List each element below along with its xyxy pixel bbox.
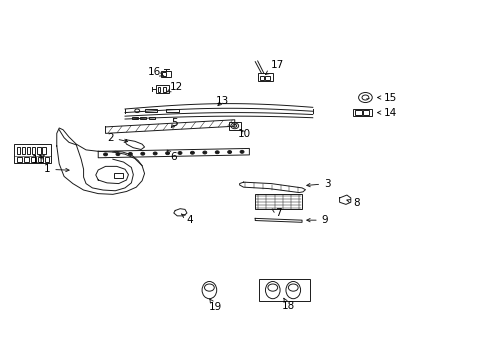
Text: 3: 3 bbox=[306, 179, 330, 189]
Text: 6: 6 bbox=[167, 150, 177, 162]
Bar bbox=[166, 109, 178, 112]
Circle shape bbox=[178, 152, 182, 154]
Bar bbox=[149, 117, 155, 119]
Bar bbox=[255, 194, 301, 210]
Circle shape bbox=[215, 151, 219, 154]
Bar bbox=[42, 147, 45, 154]
Bar bbox=[38, 157, 42, 162]
Circle shape bbox=[153, 152, 157, 155]
Circle shape bbox=[165, 152, 169, 155]
Bar bbox=[354, 110, 361, 115]
Text: 13: 13 bbox=[216, 96, 229, 106]
Bar bbox=[160, 71, 171, 77]
Text: 7: 7 bbox=[271, 208, 282, 218]
Text: 10: 10 bbox=[238, 129, 250, 139]
Text: 4: 4 bbox=[181, 214, 193, 225]
Circle shape bbox=[103, 153, 107, 156]
Circle shape bbox=[116, 153, 120, 156]
Bar bbox=[17, 147, 20, 154]
Text: 16: 16 bbox=[147, 67, 163, 77]
Bar bbox=[44, 157, 49, 162]
Bar bbox=[14, 144, 51, 163]
Bar bbox=[161, 72, 165, 76]
Text: 2: 2 bbox=[107, 133, 127, 143]
Circle shape bbox=[141, 152, 144, 155]
Bar bbox=[362, 110, 368, 115]
Text: 1: 1 bbox=[43, 164, 69, 174]
Bar bbox=[352, 109, 371, 116]
Circle shape bbox=[190, 151, 194, 154]
Text: 12: 12 bbox=[166, 82, 183, 93]
Bar bbox=[132, 117, 138, 119]
Circle shape bbox=[227, 150, 231, 153]
Bar bbox=[259, 76, 264, 80]
Bar bbox=[163, 87, 165, 92]
Circle shape bbox=[203, 151, 206, 154]
Bar bbox=[21, 147, 25, 154]
Bar bbox=[144, 109, 157, 112]
Bar bbox=[17, 157, 21, 162]
Text: 5: 5 bbox=[171, 118, 178, 128]
Bar bbox=[259, 279, 310, 301]
Text: 15: 15 bbox=[377, 93, 397, 103]
Text: 18: 18 bbox=[281, 298, 294, 311]
Text: 14: 14 bbox=[377, 108, 397, 118]
Bar bbox=[37, 147, 41, 154]
Bar bbox=[140, 117, 145, 119]
Bar bbox=[24, 157, 29, 162]
Bar bbox=[158, 87, 160, 92]
Circle shape bbox=[128, 153, 132, 156]
Bar bbox=[265, 76, 270, 80]
Bar bbox=[27, 147, 30, 154]
Bar bbox=[31, 157, 36, 162]
Text: 9: 9 bbox=[306, 215, 327, 225]
Text: 8: 8 bbox=[346, 198, 359, 208]
Bar bbox=[32, 147, 35, 154]
Circle shape bbox=[240, 150, 244, 153]
Bar bbox=[156, 85, 169, 93]
Text: 17: 17 bbox=[265, 60, 284, 75]
Bar bbox=[114, 173, 122, 178]
Bar bbox=[228, 122, 241, 130]
Text: 11: 11 bbox=[32, 155, 45, 165]
Text: 19: 19 bbox=[208, 299, 222, 312]
Bar bbox=[258, 73, 272, 81]
